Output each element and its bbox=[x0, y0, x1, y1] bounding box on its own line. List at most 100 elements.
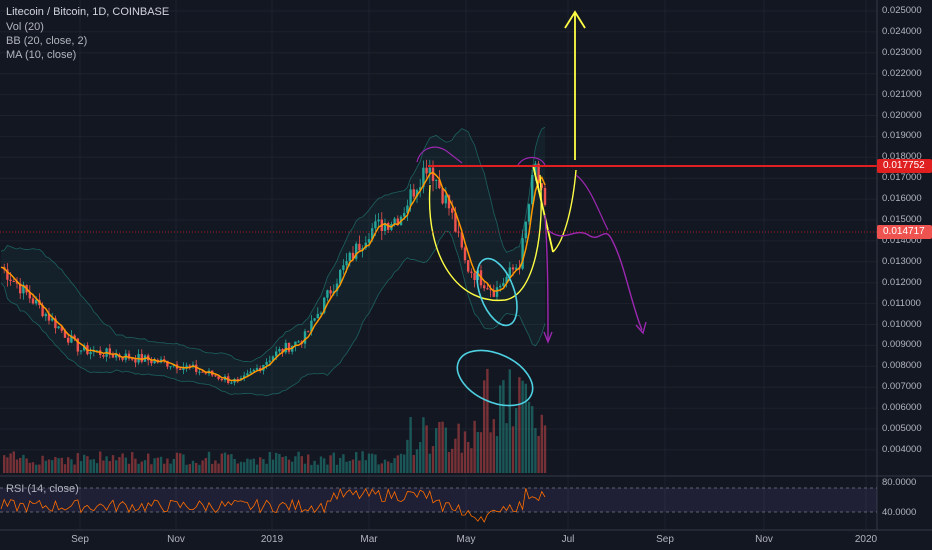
volume-bar bbox=[108, 461, 111, 473]
price-axis-tick: 0.022000 bbox=[882, 67, 922, 79]
candle-body bbox=[287, 342, 291, 352]
candle-body bbox=[22, 284, 25, 294]
candle-body bbox=[79, 350, 83, 352]
candle-body bbox=[495, 287, 499, 297]
time-axis-label: Nov bbox=[755, 534, 773, 545]
candle-body bbox=[527, 204, 531, 222]
volume-bar bbox=[294, 456, 297, 473]
left-shoulder-arc[interactable] bbox=[416, 146, 463, 164]
volume-bar bbox=[390, 462, 393, 473]
volume-bar bbox=[287, 459, 291, 473]
volume-bar bbox=[499, 385, 502, 473]
volume-bar bbox=[204, 458, 207, 473]
volume-bar bbox=[79, 461, 83, 473]
scenario-arrowhead[interactable] bbox=[635, 321, 647, 335]
volume-bar bbox=[310, 464, 313, 473]
volume-bar bbox=[22, 454, 25, 473]
volume-bar bbox=[76, 453, 79, 473]
time-axis-label: Nov bbox=[167, 534, 185, 545]
volume-bar bbox=[47, 459, 51, 473]
candle-body bbox=[169, 366, 172, 368]
time-axis-label: 2020 bbox=[854, 534, 878, 545]
volume-bar bbox=[121, 453, 124, 473]
candle-body bbox=[60, 326, 63, 331]
right-shoulder-arc[interactable] bbox=[517, 156, 546, 166]
volume-bar bbox=[534, 428, 537, 473]
breakout-curve[interactable] bbox=[552, 169, 577, 253]
volume-bar bbox=[323, 458, 326, 473]
volume-bar bbox=[431, 446, 435, 473]
symbol-title[interactable]: Litecoin / Bitcoin, 1D, COINBASE bbox=[6, 6, 170, 18]
candle-body bbox=[543, 187, 547, 205]
volume-bar bbox=[435, 428, 438, 473]
candle-body bbox=[348, 252, 351, 262]
candle-body bbox=[428, 167, 431, 174]
volume-bar bbox=[361, 451, 364, 473]
volume-bar bbox=[259, 457, 262, 473]
candle-body bbox=[531, 175, 534, 205]
candle-body bbox=[102, 355, 105, 357]
volume-bar bbox=[268, 451, 271, 473]
volume-bar bbox=[508, 369, 511, 473]
volume-bar bbox=[396, 455, 399, 473]
volume-bar bbox=[265, 463, 268, 473]
candle-body bbox=[271, 356, 275, 361]
volume-bar bbox=[335, 464, 339, 473]
upper-scenario-curve[interactable] bbox=[575, 174, 609, 231]
volume-indicator-label[interactable]: Vol (20) bbox=[6, 21, 44, 33]
candle-body bbox=[12, 280, 15, 282]
candle-body bbox=[188, 365, 191, 367]
volume-bar bbox=[105, 456, 108, 473]
volume-bar bbox=[220, 453, 223, 473]
candle-body bbox=[367, 239, 371, 243]
ma-indicator-label[interactable]: MA (10, close) bbox=[6, 49, 77, 61]
candle-body bbox=[511, 267, 515, 270]
time-axis-label: 2019 bbox=[260, 534, 284, 545]
scenario-path[interactable] bbox=[547, 229, 643, 331]
volume-bar bbox=[201, 460, 204, 473]
user-drawings[interactable] bbox=[416, 10, 647, 417]
volume-bar bbox=[332, 452, 335, 473]
candle-body bbox=[89, 352, 92, 355]
volume-bar bbox=[502, 380, 505, 473]
candle-body bbox=[57, 326, 60, 329]
volume-bar bbox=[28, 462, 31, 473]
volume-bar bbox=[188, 464, 191, 473]
volume-bar bbox=[374, 454, 377, 473]
volume-bar bbox=[262, 458, 265, 473]
volume-bar bbox=[415, 449, 419, 473]
bottom-highlight-ellipse[interactable] bbox=[469, 253, 525, 330]
volume-bar bbox=[83, 454, 86, 473]
candle-body bbox=[307, 331, 310, 333]
candle-body bbox=[63, 330, 67, 338]
candle-body bbox=[502, 283, 505, 286]
candle-body bbox=[76, 338, 79, 352]
volume-bar bbox=[281, 456, 284, 473]
drop-arrow-line[interactable] bbox=[544, 214, 549, 341]
candle-body bbox=[374, 221, 377, 229]
volume-bar bbox=[3, 455, 6, 473]
candle-body bbox=[115, 354, 118, 358]
candle-body bbox=[499, 285, 502, 288]
volume-bar bbox=[15, 459, 19, 473]
handle-line[interactable] bbox=[532, 164, 554, 253]
volume-bar bbox=[51, 460, 54, 473]
drop-arrowhead[interactable] bbox=[543, 331, 553, 344]
volume-bar bbox=[457, 423, 460, 473]
volume-bar bbox=[99, 451, 102, 473]
candle-body bbox=[444, 195, 447, 204]
volume-bar bbox=[319, 456, 323, 473]
price-axis-tick: 0.007000 bbox=[882, 381, 922, 393]
volume-highlight-ellipse[interactable] bbox=[449, 339, 542, 416]
target-arrowhead[interactable] bbox=[564, 10, 586, 29]
cup-curve[interactable] bbox=[428, 174, 542, 302]
candle-body bbox=[441, 188, 444, 204]
resistance-price-badge: 0.017752 bbox=[877, 159, 932, 173]
bollinger-indicator-label[interactable]: BB (20, close, 2) bbox=[6, 35, 88, 47]
volume-bar bbox=[140, 461, 143, 473]
rsi-indicator-label[interactable]: RSI (14, close) bbox=[6, 483, 79, 495]
candle-body bbox=[415, 189, 419, 197]
price-axis-tick: 0.021000 bbox=[882, 88, 922, 100]
candle-body bbox=[486, 288, 489, 290]
